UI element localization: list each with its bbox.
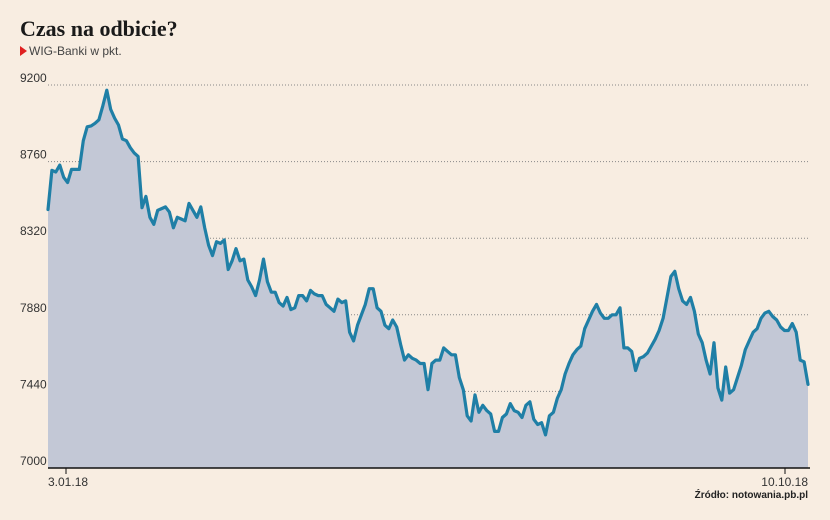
- y-tick-label: 8320: [20, 224, 47, 238]
- x-tick-label-end: 10.10.18: [761, 475, 808, 489]
- y-tick-label: 7000: [20, 454, 47, 468]
- chart-subtitle: WIG-Banki w pkt.: [20, 44, 122, 58]
- source-note: Źródło: notowania.pb.pl: [694, 490, 808, 501]
- red-triangle-icon: [20, 46, 27, 56]
- y-tick-label: 8760: [20, 148, 47, 162]
- y-tick-label: 7440: [20, 377, 47, 391]
- chart-title: Czas na odbicie?: [20, 16, 178, 41]
- y-tick-label: 9200: [20, 71, 47, 85]
- y-tick-label: 7880: [20, 301, 47, 315]
- series-line: [46, 88, 810, 437]
- series-area: [48, 90, 808, 468]
- x-tick-label-start: 3.01.18: [48, 475, 88, 489]
- subtitle-text: WIG-Banki w pkt.: [29, 44, 122, 58]
